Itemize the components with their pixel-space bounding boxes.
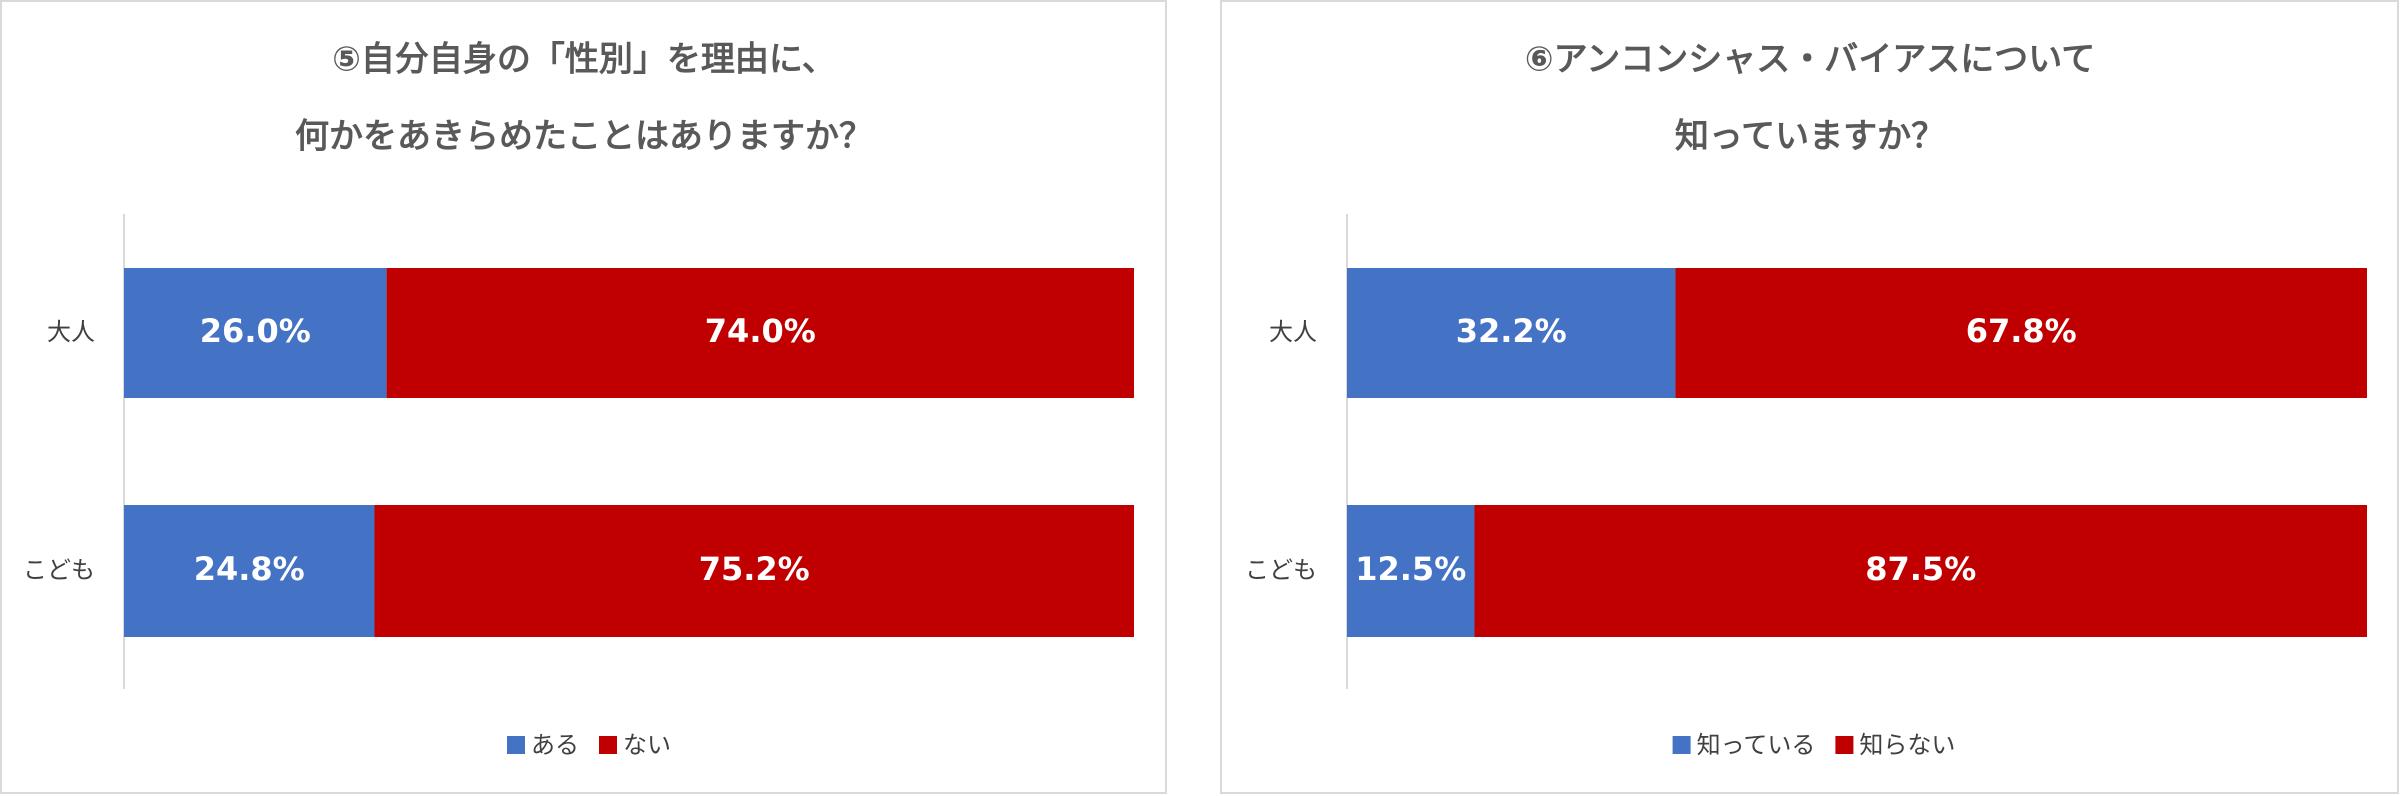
legend-swatch: [599, 736, 617, 754]
legend-label: 知っている: [1697, 731, 1816, 759]
data-label: 87.5%: [1865, 550, 1976, 588]
chart-title: ⑥アンコンシャス・バイアスについて: [1525, 40, 2095, 80]
bar-segment: [124, 268, 387, 398]
category-label: 大人: [1269, 318, 1317, 346]
legend-swatch: [1835, 736, 1854, 754]
data-label: 26.0%: [200, 312, 311, 350]
legend-label: 知らない: [1859, 731, 1955, 759]
bar-segment: [1347, 268, 1676, 398]
data-label: 12.5%: [1355, 550, 1466, 588]
legend-swatch: [1672, 736, 1691, 754]
bar-segment: [386, 268, 1135, 398]
bar-segment: [1675, 268, 2367, 398]
category-label: こども: [23, 556, 95, 584]
data-label: 32.2%: [1456, 312, 1567, 350]
legend-swatch: [507, 736, 525, 754]
category-label: 大人: [47, 318, 95, 346]
data-label: 74.0%: [705, 312, 816, 350]
legend-label: ある: [531, 731, 579, 759]
chart-title: 何かをあきらめたことはありますか？: [295, 117, 873, 157]
bar-segment: [374, 505, 1135, 637]
bar-segment: [1474, 505, 2367, 637]
bar-segment: [1347, 505, 1475, 637]
category-label: こども: [1245, 556, 1317, 584]
data-label: 24.8%: [194, 550, 305, 588]
data-label: 75.2%: [699, 550, 810, 588]
chart-title: ⑤自分自身の「性別」を理由に、: [332, 40, 836, 80]
data-label: 67.8%: [1966, 312, 2077, 350]
chart-title: 知っていますか？: [1675, 117, 1945, 157]
legend-label: ない: [623, 731, 671, 759]
bar-segment: [124, 505, 375, 637]
